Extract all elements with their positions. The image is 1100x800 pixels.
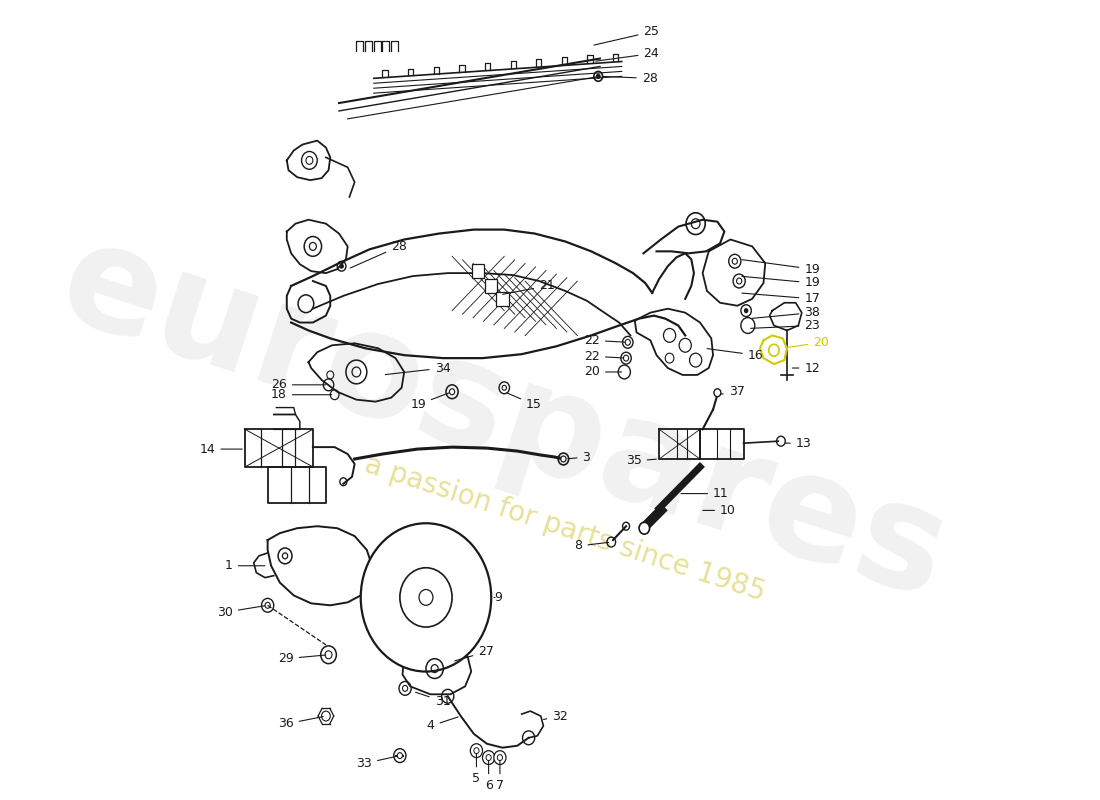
- Text: 16: 16: [707, 349, 763, 362]
- Text: 18: 18: [271, 388, 332, 402]
- Text: 34: 34: [385, 362, 450, 374]
- Text: 20: 20: [584, 366, 621, 378]
- Circle shape: [714, 389, 720, 397]
- Circle shape: [450, 389, 454, 394]
- Text: 12: 12: [792, 362, 821, 374]
- Text: 28: 28: [350, 240, 407, 268]
- Circle shape: [596, 74, 600, 78]
- Text: 26: 26: [271, 378, 326, 391]
- Text: 31: 31: [416, 692, 450, 708]
- Text: 10: 10: [703, 504, 736, 517]
- Text: 19: 19: [741, 276, 821, 290]
- Text: a passion for parts since 1985: a passion for parts since 1985: [361, 450, 769, 606]
- Circle shape: [483, 750, 495, 765]
- Text: eurospares: eurospares: [44, 210, 965, 629]
- Circle shape: [494, 750, 506, 765]
- Circle shape: [361, 523, 492, 671]
- Circle shape: [745, 309, 748, 313]
- Text: 22: 22: [584, 350, 624, 362]
- Circle shape: [737, 278, 741, 284]
- Text: 15: 15: [507, 393, 542, 411]
- Text: 19: 19: [410, 393, 450, 411]
- Circle shape: [471, 744, 483, 758]
- Circle shape: [639, 522, 649, 534]
- Bar: [496, 292, 508, 306]
- Text: 17: 17: [741, 292, 821, 306]
- Text: 32: 32: [543, 710, 568, 722]
- Bar: [485, 279, 497, 293]
- Text: 38: 38: [752, 306, 821, 319]
- Text: 19: 19: [741, 260, 821, 276]
- Text: 28: 28: [603, 72, 658, 85]
- Text: 1: 1: [226, 559, 265, 572]
- Circle shape: [561, 456, 566, 462]
- Circle shape: [397, 753, 403, 758]
- Text: 11: 11: [681, 487, 729, 500]
- Text: 3: 3: [568, 450, 591, 463]
- Text: 37: 37: [720, 386, 745, 398]
- Circle shape: [400, 568, 452, 627]
- Circle shape: [733, 258, 737, 264]
- Text: 23: 23: [750, 319, 821, 332]
- Text: 21: 21: [503, 279, 554, 294]
- Text: 5: 5: [472, 754, 481, 786]
- Text: 22: 22: [584, 334, 625, 347]
- Text: 6: 6: [485, 760, 493, 792]
- Text: 24: 24: [596, 47, 659, 61]
- Text: 36: 36: [278, 717, 323, 730]
- Text: 20: 20: [785, 336, 829, 349]
- Text: 8: 8: [574, 539, 608, 553]
- Text: 9: 9: [494, 591, 502, 604]
- Circle shape: [321, 646, 337, 664]
- Text: 27: 27: [454, 646, 494, 661]
- Text: 14: 14: [200, 442, 242, 455]
- Text: 13: 13: [785, 437, 812, 450]
- Text: 7: 7: [496, 760, 504, 792]
- Text: 25: 25: [594, 26, 659, 45]
- Text: 4: 4: [427, 717, 458, 733]
- Text: 29: 29: [278, 652, 326, 666]
- Text: 33: 33: [356, 756, 397, 770]
- Circle shape: [340, 264, 343, 268]
- Bar: [472, 264, 484, 278]
- Text: 35: 35: [626, 454, 657, 467]
- Text: 30: 30: [217, 606, 265, 618]
